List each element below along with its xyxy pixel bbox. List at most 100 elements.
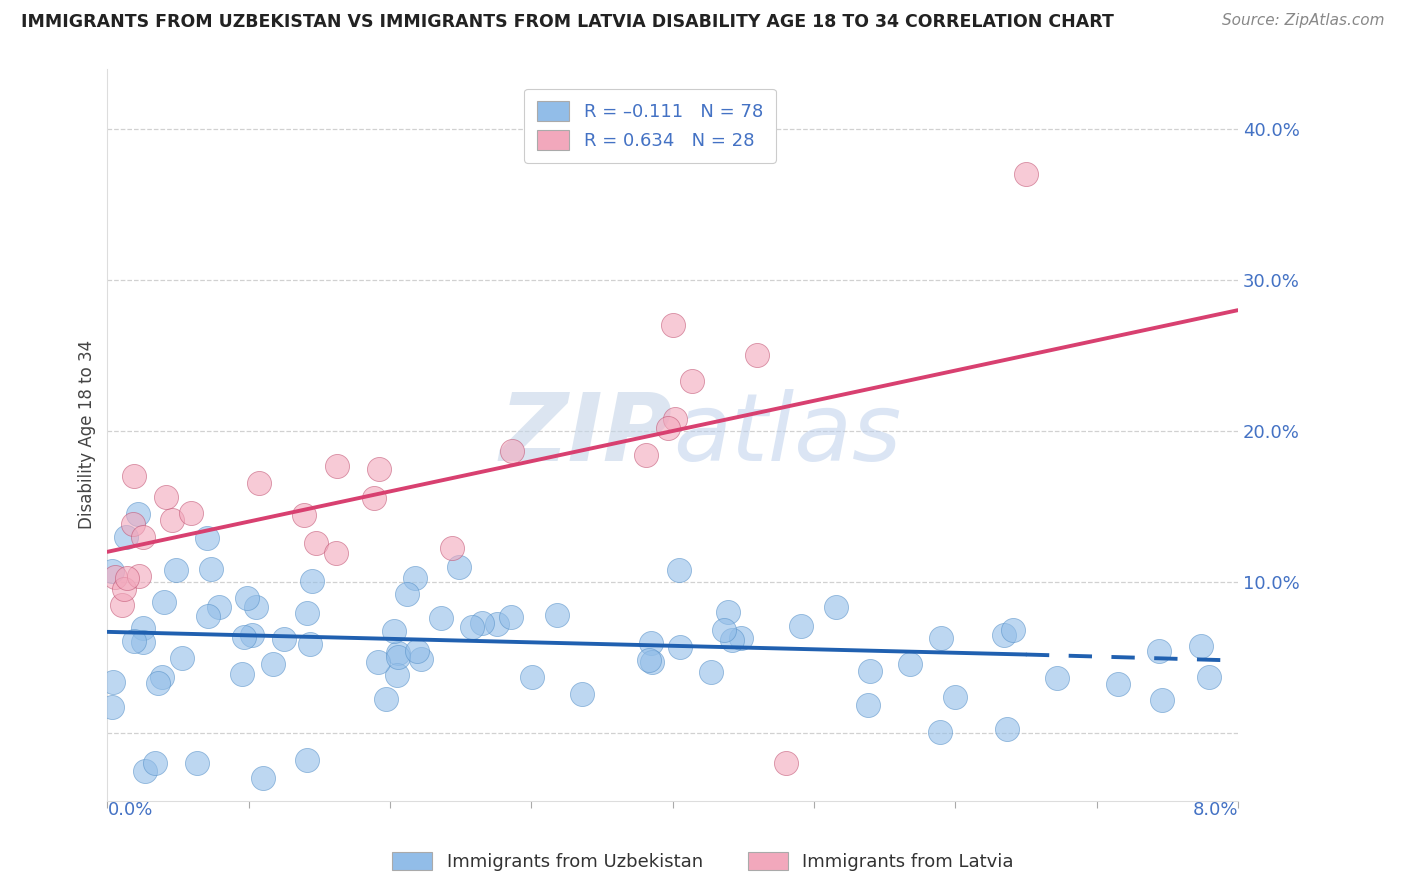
Point: [127, 507, 149, 521]
Point: [1150, 693, 1173, 707]
Point: [101, 564, 124, 578]
Point: [1107, 676, 1129, 690]
Point: [115, 572, 138, 586]
Point: [929, 631, 952, 645]
Point: [132, 530, 155, 544]
Point: [367, 655, 389, 669]
Point: [664, 412, 686, 426]
Point: [713, 623, 735, 637]
Point: [273, 632, 295, 646]
Point: [404, 571, 426, 585]
Point: [298, 638, 321, 652]
Point: [441, 541, 464, 555]
Point: [208, 599, 231, 614]
Point: [720, 632, 742, 647]
Point: [637, 653, 659, 667]
Point: [824, 599, 846, 614]
Point: [447, 559, 470, 574]
Text: 8.0%: 8.0%: [1192, 801, 1237, 819]
Point: [197, 609, 219, 624]
Point: [1189, 640, 1212, 654]
Point: [730, 631, 752, 645]
Point: [1147, 643, 1170, 657]
Point: [471, 616, 494, 631]
Point: [128, 568, 150, 582]
Point: [395, 586, 418, 600]
Point: [166, 563, 188, 577]
Text: atlas: atlas: [672, 389, 901, 480]
Point: [363, 491, 385, 506]
Point: [326, 459, 349, 474]
Point: [236, 591, 259, 606]
Point: [180, 506, 202, 520]
Point: [252, 772, 274, 786]
Point: [292, 508, 315, 522]
Point: [186, 756, 208, 771]
Point: [162, 513, 184, 527]
Point: [387, 646, 409, 660]
Point: [101, 700, 124, 714]
Point: [775, 756, 797, 771]
Point: [231, 666, 253, 681]
Point: [374, 691, 396, 706]
Y-axis label: Disability Age 18 to 34: Disability Age 18 to 34: [79, 340, 96, 529]
Point: [301, 574, 323, 589]
Point: [681, 374, 703, 388]
Point: [634, 448, 657, 462]
Point: [155, 491, 177, 505]
Point: [131, 634, 153, 648]
Point: [993, 628, 1015, 642]
Point: [699, 665, 721, 680]
Point: [859, 664, 882, 678]
Point: [124, 633, 146, 648]
Point: [101, 675, 124, 690]
Point: [747, 349, 769, 363]
Text: 0.0%: 0.0%: [107, 801, 153, 819]
Point: [200, 562, 222, 576]
Point: [112, 582, 135, 596]
Point: [325, 546, 347, 560]
Point: [1198, 670, 1220, 684]
Point: [195, 532, 218, 546]
Point: [501, 443, 523, 458]
Point: [657, 420, 679, 434]
Point: [134, 764, 156, 778]
Point: [387, 650, 409, 665]
Point: [520, 670, 543, 684]
Point: [122, 468, 145, 483]
Point: [898, 657, 921, 672]
Point: [856, 698, 879, 712]
Point: [247, 476, 270, 491]
Point: [546, 607, 568, 622]
Point: [571, 687, 593, 701]
Point: [668, 640, 690, 655]
Point: [382, 624, 405, 639]
Point: [790, 619, 813, 633]
Legend: R = –0.111   N = 78, R = 0.634   N = 28: R = –0.111 N = 78, R = 0.634 N = 28: [524, 88, 776, 162]
Point: [485, 617, 508, 632]
Point: [104, 569, 127, 583]
Point: [997, 722, 1019, 736]
Point: [640, 635, 662, 649]
Point: [295, 753, 318, 767]
Point: [1002, 624, 1025, 638]
Point: [429, 611, 451, 625]
Point: [240, 628, 263, 642]
Point: [148, 676, 170, 690]
Point: [461, 620, 484, 634]
Point: [132, 621, 155, 635]
Text: ZIP: ZIP: [499, 389, 672, 481]
Point: [111, 599, 134, 613]
Point: [943, 690, 966, 705]
Point: [153, 595, 176, 609]
Point: [405, 643, 427, 657]
Point: [717, 605, 740, 619]
Point: [641, 655, 664, 669]
Point: [245, 599, 267, 614]
Point: [233, 630, 256, 644]
Point: [145, 756, 167, 771]
Point: [305, 535, 328, 549]
Point: [152, 670, 174, 684]
Text: IMMIGRANTS FROM UZBEKISTAN VS IMMIGRANTS FROM LATVIA DISABILITY AGE 18 TO 34 COR: IMMIGRANTS FROM UZBEKISTAN VS IMMIGRANTS…: [21, 13, 1114, 31]
Point: [929, 725, 952, 739]
